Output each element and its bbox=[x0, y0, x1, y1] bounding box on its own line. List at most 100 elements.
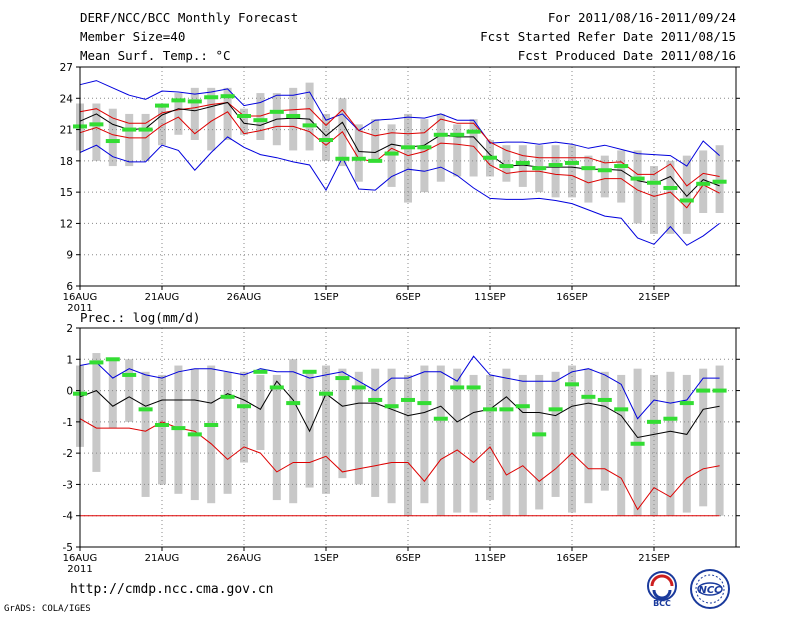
xtick-label: 26AUG bbox=[227, 553, 262, 564]
grads-credit: GrADS: COLA/IGES bbox=[4, 604, 91, 614]
chart-title: DERF/NCC/BCC Monthly Forecast bbox=[80, 10, 299, 25]
ensemble-box bbox=[174, 93, 183, 135]
temperature-panel: 6 9 12 15 18 21 24 27 16AUG 21AUG 26AUG 1SEP 6SEP 11S… bbox=[60, 62, 740, 314]
ensemble-box bbox=[190, 87, 199, 140]
ensemble-box bbox=[535, 374, 544, 510]
xtick-label: 21AUG bbox=[145, 292, 180, 303]
series-ensemble_max-line bbox=[79, 355, 720, 420]
xtick-label: 21SEP bbox=[638, 292, 669, 303]
median-marker bbox=[696, 181, 711, 186]
ensemble-box bbox=[600, 371, 609, 491]
median-marker bbox=[187, 99, 202, 104]
bcc-logo-text: BCC bbox=[653, 599, 671, 608]
ensemble-box bbox=[125, 359, 134, 422]
ensemble-box bbox=[551, 145, 560, 198]
precipitation-panel: -5 -4 -3 -2 -1 0 1 2 16AUG 21AUG 26AUG 1SEP 6SEP 11SE… bbox=[63, 310, 740, 575]
ensemble-box bbox=[322, 113, 330, 161]
median-marker bbox=[204, 95, 219, 100]
median-marker bbox=[335, 376, 350, 381]
ytick-label: 18 bbox=[60, 156, 73, 168]
median-marker bbox=[204, 422, 219, 427]
median-marker bbox=[155, 103, 169, 108]
ytick-label: -4 bbox=[63, 511, 74, 523]
median-marker bbox=[679, 401, 694, 406]
ensemble-box bbox=[617, 374, 626, 516]
xtick-label: 21AUG bbox=[145, 553, 180, 564]
ensemble-box bbox=[371, 119, 380, 161]
ensemble-box bbox=[453, 368, 462, 513]
ytick-label: -2 bbox=[63, 448, 73, 460]
xtick-label: 26AUG bbox=[227, 292, 262, 303]
ensemble-box bbox=[305, 82, 314, 151]
median-marker bbox=[417, 145, 432, 150]
ensemble-box bbox=[158, 103, 166, 146]
xtick-label: 16AUG bbox=[63, 553, 98, 564]
median-marker bbox=[532, 432, 547, 437]
ytick-label: 27 bbox=[60, 62, 73, 74]
ensemble-box bbox=[699, 150, 708, 213]
median-marker bbox=[253, 118, 268, 123]
ensemble-box bbox=[666, 371, 675, 516]
median-marker bbox=[384, 151, 399, 156]
ncc-logo-text: NCC bbox=[698, 585, 722, 596]
ytick-label: 9 bbox=[66, 250, 73, 262]
xtick-label: 1SEP bbox=[313, 292, 338, 303]
ytick-label: 24 bbox=[60, 93, 74, 105]
ensemble-box bbox=[305, 371, 314, 488]
median-marker bbox=[614, 164, 629, 169]
ensemble-box bbox=[272, 374, 281, 501]
median-marker bbox=[630, 176, 645, 181]
median-marker bbox=[384, 404, 399, 409]
ensemble-box bbox=[420, 365, 429, 504]
ensemble-box bbox=[354, 371, 363, 485]
ensemble-box bbox=[502, 368, 511, 516]
ensemble-box bbox=[223, 371, 232, 494]
median-marker bbox=[499, 164, 514, 169]
xtick-year-label: 2011 bbox=[67, 564, 92, 575]
ensemble-box bbox=[125, 113, 134, 167]
median-marker bbox=[597, 397, 612, 402]
ensemble-box bbox=[715, 365, 724, 516]
ensemble-box bbox=[223, 87, 232, 140]
xtick-label: 16SEP bbox=[556, 292, 587, 303]
series-upper_quantile-line bbox=[79, 101, 720, 187]
median-marker bbox=[712, 179, 727, 184]
ytick-label: 21 bbox=[60, 125, 73, 137]
ensemble-box bbox=[518, 145, 527, 187]
median-marker bbox=[171, 98, 186, 103]
ensemble-box bbox=[436, 365, 445, 516]
median-marker bbox=[647, 419, 661, 424]
median-marker bbox=[565, 160, 579, 165]
ensemble-box bbox=[617, 150, 626, 203]
median-marker bbox=[368, 397, 383, 402]
ensemble-box bbox=[715, 145, 724, 213]
source-url[interactable]: http://cmdp.ncc.cma.gov.cn bbox=[70, 582, 274, 597]
ensemble-box bbox=[518, 374, 527, 516]
median-marker bbox=[138, 127, 153, 132]
median-marker bbox=[89, 360, 104, 365]
xtick-label: 11SEP bbox=[474, 553, 505, 564]
median-marker bbox=[597, 168, 612, 173]
median-marker bbox=[105, 357, 120, 362]
ytick-label: 0 bbox=[66, 386, 73, 398]
xtick-label: 6SEP bbox=[395, 292, 420, 303]
xtick-label: 16AUG bbox=[63, 292, 98, 303]
median-marker bbox=[319, 391, 333, 396]
member-size-label: Member Size=40 bbox=[80, 29, 186, 44]
ensemble-box bbox=[108, 108, 117, 167]
ensemble-box bbox=[682, 155, 691, 234]
xtick-label: 16SEP bbox=[556, 553, 587, 564]
median-marker bbox=[417, 401, 432, 406]
ytick-label: -1 bbox=[63, 417, 73, 429]
ytick-label: 1 bbox=[66, 354, 73, 366]
median-marker bbox=[122, 127, 137, 132]
median-marker bbox=[335, 156, 350, 161]
median-marker bbox=[614, 407, 629, 412]
ensemble-box bbox=[453, 124, 462, 177]
ensemble-box bbox=[666, 160, 675, 234]
ensemble-box bbox=[207, 365, 216, 504]
median-marker bbox=[89, 122, 104, 127]
ensemble-box bbox=[420, 119, 429, 193]
ensemble-box bbox=[699, 368, 708, 507]
ensemble-box bbox=[240, 108, 248, 135]
